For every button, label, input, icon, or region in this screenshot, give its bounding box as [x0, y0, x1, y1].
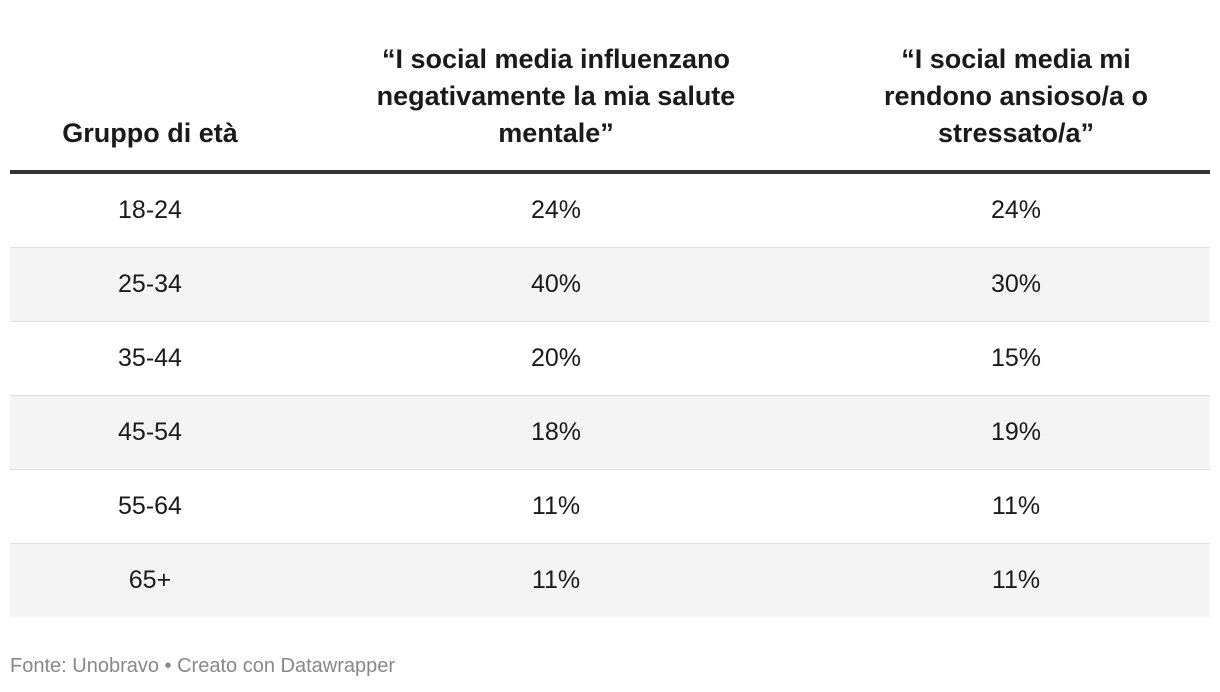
negative-influence-cell: 24%: [530, 196, 582, 224]
footer-credits: Fonte: Unobravo • Creato con Datawrapper: [10, 655, 395, 678]
anxious-stressed-cell: 15%: [990, 344, 1042, 372]
table-row: 35-44 20% 15%: [10, 322, 1210, 396]
anxious-stressed-cell: 30%: [990, 270, 1042, 298]
table-row: 45-54 18% 19%: [10, 396, 1210, 470]
footer-separator: •: [158, 655, 178, 677]
column-header-anxious-stressed: “I social media mi rendono ansioso/a o s…: [883, 44, 1149, 148]
anxious-stressed-cell: 24%: [990, 196, 1042, 224]
age-group-cell: 35-44: [118, 344, 182, 372]
negative-influence-cell: 11%: [531, 492, 581, 520]
table-row: 18-24 24% 24%: [10, 174, 1210, 248]
data-table: Gruppo di età “I social media influenzan…: [10, 0, 1210, 617]
anxious-stressed-cell: 19%: [990, 418, 1042, 446]
table-row: 55-64 11% 11%: [10, 470, 1210, 544]
negative-influence-cell: 40%: [530, 270, 582, 298]
age-group-cell: 65+: [128, 566, 172, 594]
negative-influence-cell: 11%: [531, 566, 581, 594]
age-group-cell: 55-64: [118, 492, 182, 520]
table-row: 65+ 11% 11%: [10, 544, 1210, 617]
column-header-age-group: Gruppo di età: [62, 118, 238, 148]
age-group-cell: 45-54: [118, 418, 182, 446]
anxious-stressed-cell: 11%: [991, 566, 1041, 594]
negative-influence-cell: 20%: [530, 344, 582, 372]
negative-influence-cell: 18%: [530, 418, 582, 446]
source-label: Fonte: Unobravo: [10, 655, 159, 677]
anxious-stressed-cell: 11%: [991, 492, 1041, 520]
table-row: 25-34 40% 30%: [10, 248, 1210, 322]
age-group-cell: 25-34: [118, 270, 182, 298]
age-group-cell: 18-24: [118, 196, 182, 224]
datawrapper-credit: Creato con Datawrapper: [177, 655, 395, 677]
column-header-negative-influence: “I social media influenzano negativament…: [376, 44, 736, 148]
table-header: Gruppo di età “I social media influenzan…: [10, 0, 1210, 174]
